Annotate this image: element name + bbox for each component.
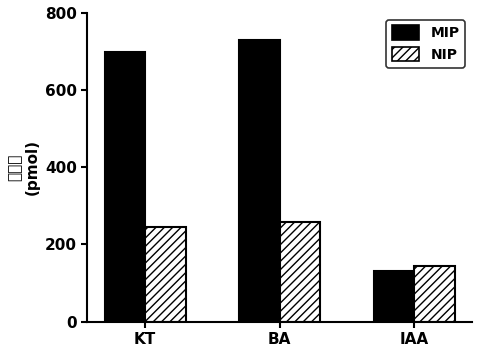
Legend: MIP, NIP: MIP, NIP — [386, 20, 465, 68]
Bar — [374, 272, 414, 322]
Y-axis label: 萃取量
(pmol): 萃取量 (pmol) — [7, 139, 39, 195]
Bar — [414, 266, 455, 322]
Bar — [145, 227, 185, 322]
Bar — [240, 40, 280, 322]
Bar — [105, 52, 145, 322]
Bar — [280, 222, 320, 322]
